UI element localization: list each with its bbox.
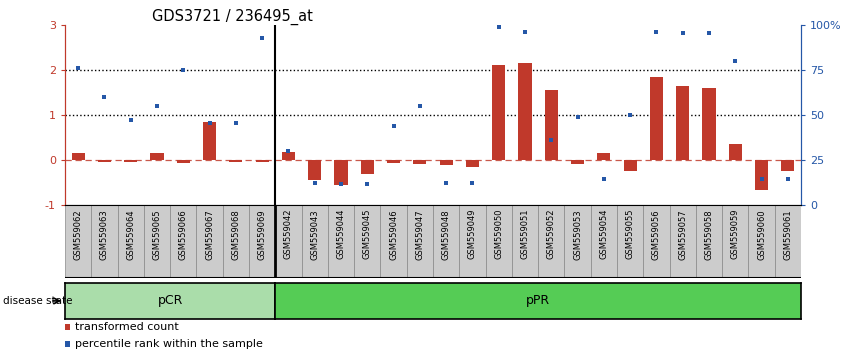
Bar <box>702 88 715 160</box>
Text: GSM559044: GSM559044 <box>337 209 346 259</box>
Text: transformed count: transformed count <box>74 322 178 332</box>
Text: GSM559055: GSM559055 <box>625 209 635 259</box>
Bar <box>249 205 275 278</box>
Bar <box>617 205 643 278</box>
Bar <box>492 65 505 160</box>
Text: GSM559061: GSM559061 <box>784 209 792 259</box>
Bar <box>380 205 407 278</box>
Text: GSM559045: GSM559045 <box>363 209 372 259</box>
Bar <box>486 205 512 278</box>
Bar <box>407 205 433 278</box>
Text: GSM559069: GSM559069 <box>257 209 267 259</box>
Text: GSM559068: GSM559068 <box>231 209 241 260</box>
Text: GSM559056: GSM559056 <box>652 209 661 259</box>
Bar <box>650 77 663 160</box>
Bar <box>545 90 558 160</box>
Bar <box>538 205 565 278</box>
Bar <box>459 205 486 278</box>
Bar <box>748 205 775 278</box>
Text: GSM559049: GSM559049 <box>468 209 477 259</box>
Bar <box>591 205 617 278</box>
Text: GSM559057: GSM559057 <box>678 209 688 259</box>
Text: GSM559050: GSM559050 <box>494 209 503 259</box>
Bar <box>722 205 748 278</box>
Text: GSM559058: GSM559058 <box>705 209 714 259</box>
Bar <box>177 160 190 163</box>
Bar <box>275 205 301 278</box>
Text: GSM559048: GSM559048 <box>442 209 450 259</box>
Bar <box>229 160 242 162</box>
Bar <box>118 205 144 278</box>
Bar <box>413 160 426 164</box>
Bar <box>124 160 137 162</box>
Text: GSM559063: GSM559063 <box>100 209 109 260</box>
Bar <box>643 205 669 278</box>
Bar <box>334 160 347 185</box>
Text: percentile rank within the sample: percentile rank within the sample <box>74 339 262 349</box>
Text: GDS3721 / 236495_at: GDS3721 / 236495_at <box>152 9 313 25</box>
Bar <box>255 160 268 162</box>
Text: GSM559062: GSM559062 <box>74 209 82 259</box>
Text: GSM559064: GSM559064 <box>126 209 135 259</box>
Bar <box>729 144 742 160</box>
Bar <box>755 160 768 189</box>
Text: GSM559066: GSM559066 <box>178 209 188 260</box>
Bar <box>308 160 321 181</box>
Text: GSM559059: GSM559059 <box>731 209 740 259</box>
Bar <box>203 122 216 160</box>
Bar <box>354 205 380 278</box>
Bar <box>433 205 459 278</box>
Text: GSM559067: GSM559067 <box>205 209 214 260</box>
Bar <box>98 160 111 162</box>
Text: disease state: disease state <box>3 296 72 306</box>
Bar <box>512 205 538 278</box>
Bar <box>328 205 354 278</box>
Bar <box>144 205 170 278</box>
Text: GSM559060: GSM559060 <box>757 209 766 259</box>
Bar <box>598 153 611 160</box>
Bar <box>170 205 197 278</box>
Text: pCR: pCR <box>158 295 183 307</box>
Text: GSM559051: GSM559051 <box>520 209 529 259</box>
Bar <box>197 205 223 278</box>
Bar <box>440 160 453 165</box>
Bar <box>565 205 591 278</box>
Bar <box>669 205 696 278</box>
Text: GSM559047: GSM559047 <box>416 209 424 259</box>
Text: GSM559052: GSM559052 <box>546 209 556 259</box>
Bar <box>466 160 479 167</box>
Bar <box>72 153 85 160</box>
Bar <box>624 160 637 171</box>
Bar <box>676 86 689 160</box>
Bar <box>361 160 374 174</box>
Text: GSM559065: GSM559065 <box>152 209 161 259</box>
Bar <box>91 205 118 278</box>
Text: GSM559053: GSM559053 <box>573 209 582 259</box>
Text: pPR: pPR <box>526 295 550 307</box>
Text: GSM559043: GSM559043 <box>310 209 320 259</box>
Text: GSM559042: GSM559042 <box>284 209 293 259</box>
Bar <box>281 152 295 160</box>
Bar <box>781 160 794 171</box>
Bar <box>696 205 722 278</box>
Bar <box>151 153 164 160</box>
Bar <box>223 205 249 278</box>
Bar <box>65 205 91 278</box>
Text: GSM559054: GSM559054 <box>599 209 609 259</box>
Bar <box>301 205 328 278</box>
Bar <box>775 205 801 278</box>
Bar <box>387 160 400 163</box>
Text: GSM559046: GSM559046 <box>389 209 398 259</box>
Bar <box>519 63 532 160</box>
Bar <box>571 160 585 164</box>
